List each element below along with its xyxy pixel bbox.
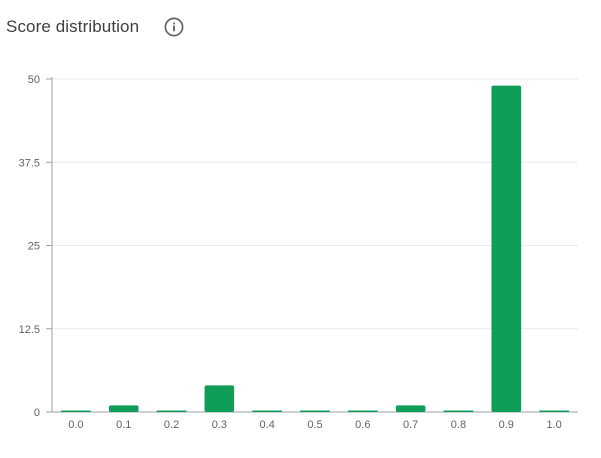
- bar-0.0[interactable]: [61, 410, 91, 413]
- x-tick-label: 0.6: [355, 419, 370, 431]
- info-icon[interactable]: [163, 16, 185, 38]
- y-tick-label: 25: [28, 241, 40, 253]
- x-tick-label: 0.1: [116, 419, 131, 431]
- x-tick-label: 0.0: [68, 419, 83, 431]
- bar-1.0[interactable]: [539, 410, 569, 413]
- bar-0.7[interactable]: [395, 405, 426, 412]
- bar-0.8[interactable]: [443, 410, 474, 413]
- chart-header: Score distribution: [6, 12, 185, 42]
- bar-0.1[interactable]: [108, 405, 139, 412]
- x-tick-label: 0.8: [451, 419, 466, 431]
- x-tick-label: 0.2: [164, 419, 179, 431]
- x-tick-label: 1.0: [546, 419, 561, 431]
- x-tick-label: 0.4: [260, 419, 275, 431]
- bar-0.6[interactable]: [347, 410, 378, 413]
- x-tick-label: 0.5: [307, 419, 322, 431]
- x-tick-label: 0.3: [212, 419, 227, 431]
- bar-0.3[interactable]: [204, 385, 235, 412]
- x-tick-label: 0.7: [403, 419, 418, 431]
- bar-0.2[interactable]: [156, 410, 187, 413]
- y-tick-label: 50: [28, 74, 40, 86]
- bar-0.5[interactable]: [300, 410, 330, 413]
- bar-0.4[interactable]: [252, 410, 283, 413]
- y-tick-label: 12.5: [19, 324, 40, 336]
- y-tick-label: 0: [34, 407, 40, 419]
- chart-title: Score distribution: [6, 17, 140, 36]
- info-icon-glyph: [164, 17, 184, 37]
- x-tick-label: 0.9: [499, 419, 514, 431]
- y-tick-label: 37.5: [19, 157, 40, 169]
- bar-0.9[interactable]: [491, 85, 522, 412]
